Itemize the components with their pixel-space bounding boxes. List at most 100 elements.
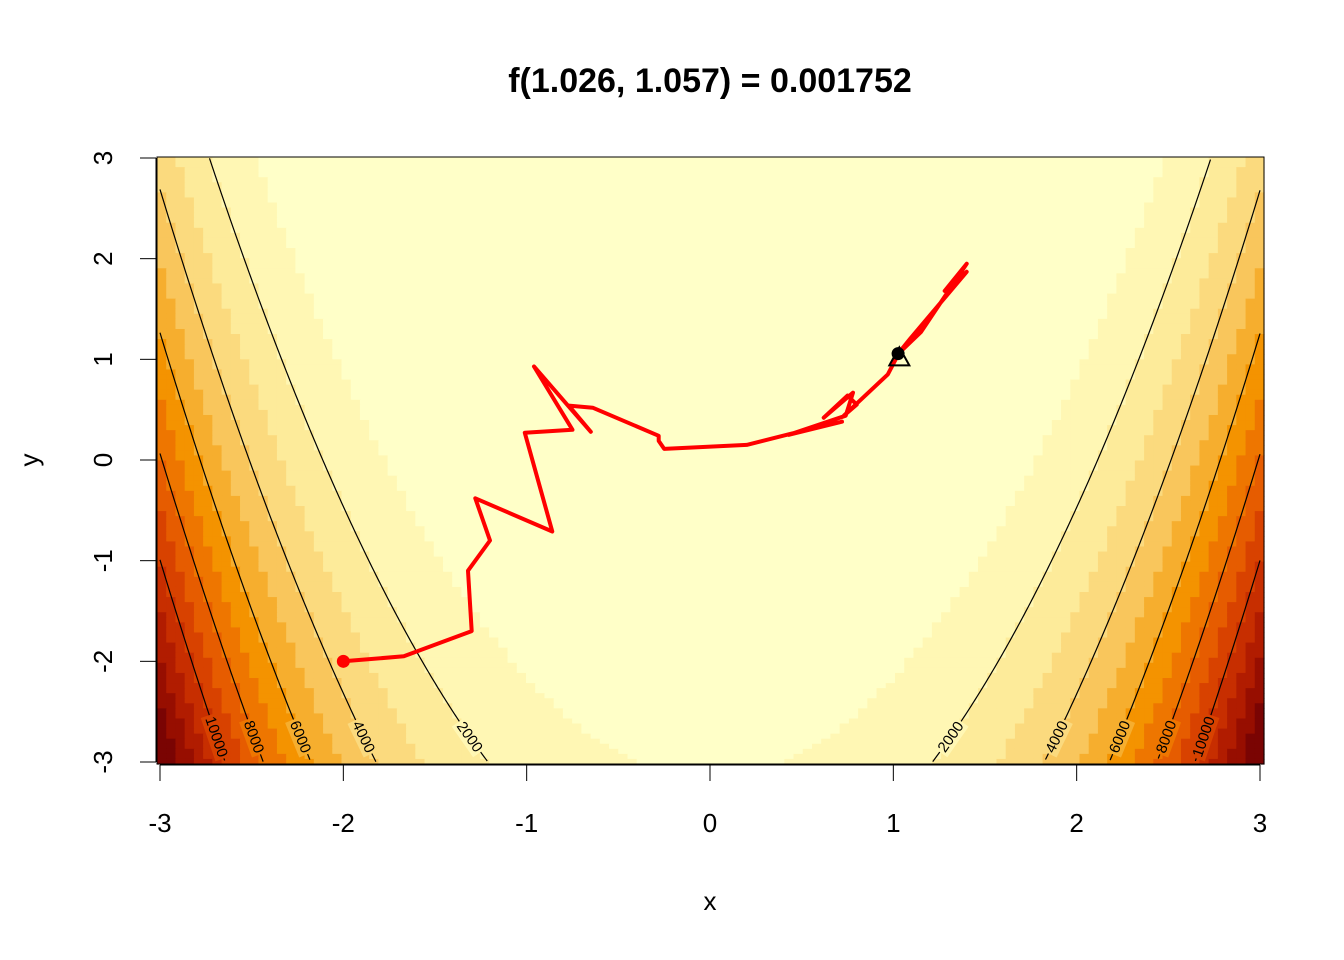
heatmap-cell — [175, 283, 186, 290]
heatmap-cell — [442, 339, 453, 345]
heatmap-cell — [1134, 217, 1145, 224]
heatmap-cell — [627, 273, 638, 279]
heatmap-cell — [406, 278, 416, 285]
heatmap-cell — [728, 253, 739, 259]
heatmap-cell — [867, 177, 878, 183]
heatmap-cell — [535, 207, 546, 214]
heatmap-cell — [359, 207, 370, 214]
heatmap-cell — [1227, 328, 1237, 335]
heatmap-cell — [848, 157, 859, 163]
heatmap-cell — [959, 248, 970, 254]
heatmap-cell — [332, 227, 343, 234]
heatmap-cell — [304, 334, 315, 340]
heatmap-cell — [987, 288, 998, 295]
heatmap-cell — [470, 227, 481, 234]
heatmap-cell — [461, 328, 472, 335]
heatmap-cell — [922, 207, 933, 214]
heatmap-cell — [1190, 288, 1201, 295]
heatmap-cell — [941, 349, 951, 355]
heatmap-cell — [895, 268, 905, 274]
heatmap-cell — [535, 313, 546, 320]
heatmap-cell — [793, 323, 804, 330]
heatmap-cell — [996, 303, 1007, 310]
heatmap-cell — [267, 187, 278, 194]
heatmap-cell — [193, 318, 204, 325]
heatmap-cell — [922, 242, 933, 249]
heatmap-cell — [609, 212, 619, 219]
heatmap-cell — [811, 328, 822, 335]
heatmap-cell — [387, 339, 398, 345]
heatmap-cell — [959, 258, 970, 264]
heatmap-cell — [258, 359, 269, 365]
heatmap-cell — [1005, 182, 1016, 188]
heatmap-cell — [904, 182, 915, 188]
heatmap-cell — [682, 167, 693, 173]
heatmap-cell — [950, 303, 961, 310]
heatmap-cell — [544, 192, 555, 199]
heatmap-cell — [157, 293, 167, 300]
heatmap-cell — [221, 217, 232, 224]
heatmap-cell — [811, 288, 822, 295]
heatmap-cell — [240, 359, 250, 365]
heatmap-cell — [1042, 263, 1053, 269]
heatmap-cell — [682, 303, 693, 310]
heatmap-cell — [230, 167, 241, 173]
heatmap-cell — [876, 283, 887, 290]
heatmap-cell — [830, 278, 841, 285]
heatmap-cell — [765, 212, 776, 219]
heatmap-cell — [313, 364, 324, 371]
heatmap-cell — [295, 344, 306, 350]
heatmap-cell — [203, 182, 213, 188]
heatmap-cell — [645, 258, 656, 264]
heatmap-cell — [627, 217, 638, 224]
heatmap-cell — [1014, 288, 1025, 295]
heatmap-cell — [793, 207, 804, 214]
heatmap-cell — [839, 212, 850, 219]
heatmap-cell — [1070, 288, 1081, 295]
heatmap-cell — [452, 207, 463, 214]
heatmap-cell — [765, 222, 776, 229]
heatmap-cell — [710, 217, 721, 224]
heatmap-cell — [987, 354, 998, 360]
heatmap-cell — [433, 278, 444, 285]
heatmap-cell — [1051, 248, 1062, 254]
heatmap-cell — [996, 232, 1007, 239]
heatmap-cell — [1171, 293, 1182, 300]
heatmap-cell — [931, 258, 942, 264]
heatmap-cell — [645, 217, 656, 224]
heatmap-cell — [775, 248, 785, 254]
heatmap-cell — [424, 364, 435, 371]
heatmap-cell — [230, 227, 241, 234]
heatmap-cell — [249, 162, 260, 168]
heatmap-cell — [323, 263, 333, 269]
heatmap-cell — [498, 222, 509, 229]
heatmap-cell — [922, 212, 933, 219]
heatmap-cell — [157, 273, 167, 279]
heatmap-cell — [867, 354, 878, 360]
heatmap-cell — [931, 323, 942, 330]
heatmap-cell — [867, 303, 878, 310]
heatmap-cell — [295, 197, 306, 204]
heatmap-cell — [1217, 288, 1228, 295]
heatmap-cell — [1171, 248, 1182, 254]
heatmap-cell — [341, 202, 352, 209]
heatmap-cell — [507, 232, 518, 239]
heatmap-cell — [1199, 354, 1210, 360]
heatmap-cell — [470, 232, 481, 239]
heatmap-cell — [1107, 288, 1117, 295]
heatmap-cell — [978, 339, 988, 345]
heatmap-cell — [1199, 293, 1210, 300]
heatmap-cell — [950, 222, 961, 229]
heatmap-cell — [470, 197, 481, 204]
heatmap-cell — [830, 339, 841, 345]
heatmap-cell — [341, 293, 352, 300]
heatmap-cell — [581, 298, 592, 305]
heatmap-cell — [1070, 217, 1081, 224]
heatmap-cell — [627, 349, 638, 355]
heatmap-cell — [1153, 202, 1164, 209]
heatmap-cell — [590, 237, 601, 244]
heatmap-cell — [553, 192, 564, 199]
heatmap-cell — [876, 328, 887, 335]
heatmap-cell — [1162, 248, 1173, 254]
heatmap-cell — [941, 323, 951, 330]
